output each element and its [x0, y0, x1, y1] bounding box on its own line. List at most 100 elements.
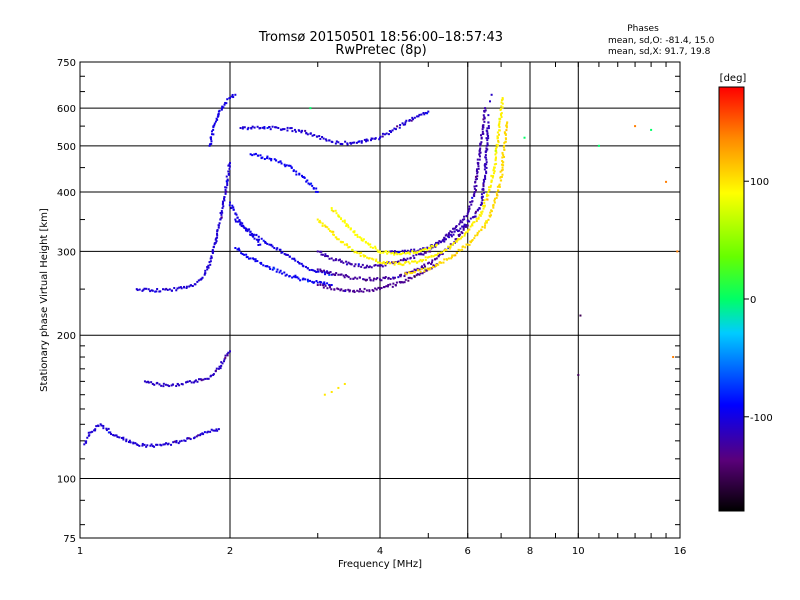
- scatter-point: [464, 225, 467, 228]
- scatter-point: [236, 248, 239, 251]
- scatter-point: [320, 253, 323, 256]
- scatter-point: [343, 382, 346, 385]
- scatter-point: [266, 157, 269, 160]
- scatter-point: [428, 261, 431, 264]
- scatter-point: [476, 168, 479, 171]
- scatter-point: [216, 115, 219, 118]
- scatter-point: [362, 238, 365, 241]
- y-axis-label: Stationary phase Virtual Height [km]: [39, 208, 50, 392]
- scatter-point: [385, 132, 388, 135]
- scatter-point: [224, 101, 227, 104]
- scatter-point: [151, 289, 154, 292]
- scatter-point: [474, 234, 477, 237]
- scatter-point: [381, 135, 384, 138]
- scatter-point: [432, 245, 435, 248]
- scatter-point: [399, 263, 402, 266]
- scatter-point: [367, 266, 370, 269]
- scatter-point: [505, 137, 508, 140]
- scatter-point: [313, 281, 316, 284]
- scatter-point: [360, 141, 363, 144]
- scatter-point: [419, 249, 422, 252]
- scatter-point: [229, 350, 231, 353]
- scatter-point: [223, 199, 226, 202]
- scatter-point: [490, 181, 493, 184]
- scatter-point: [492, 168, 495, 171]
- scatter-point: [360, 290, 363, 293]
- scatter-point: [306, 179, 309, 182]
- scatter-point: [269, 128, 272, 131]
- scatter-point: [402, 281, 405, 284]
- scatter-point: [363, 287, 366, 290]
- scatter-point: [342, 289, 345, 292]
- scatter-point: [325, 271, 328, 274]
- scatter-point: [246, 230, 249, 233]
- scatter-point: [469, 240, 472, 243]
- scatter-point: [389, 277, 392, 280]
- scatter-point: [228, 204, 231, 207]
- scatter-point: [476, 172, 479, 175]
- scatter-point: [312, 269, 315, 272]
- scatter-point: [215, 240, 218, 243]
- scatter-point: [475, 189, 478, 192]
- scatter-point: [324, 273, 327, 276]
- scatter-point: [634, 125, 637, 128]
- scatter-point: [419, 270, 422, 273]
- scatter-point: [353, 141, 356, 144]
- scatter-point: [374, 287, 377, 290]
- scatter-point: [335, 140, 338, 143]
- scatter-point: [147, 381, 150, 384]
- scatter-point: [330, 288, 333, 291]
- scatter-point: [469, 225, 472, 228]
- scatter-point: [332, 230, 335, 233]
- scatter-point: [118, 436, 121, 439]
- scatter-point: [185, 287, 188, 290]
- scatter-point: [463, 223, 466, 226]
- scatter-point: [263, 126, 266, 129]
- scatter-point: [385, 285, 388, 288]
- scatter-point: [435, 253, 438, 256]
- scatter-point: [389, 283, 392, 286]
- scatter-point: [480, 193, 483, 196]
- scatter-point: [345, 274, 348, 277]
- scatter-point: [467, 211, 470, 214]
- scatter-point: [223, 358, 226, 361]
- scatter-point: [407, 251, 410, 254]
- x-axis-label: Frequency [MHz]: [338, 559, 422, 570]
- scatter-point: [347, 224, 350, 227]
- scatter-point: [482, 187, 485, 190]
- scatter-point: [481, 130, 484, 133]
- scatter-point: [221, 362, 224, 365]
- scatter-point: [478, 207, 481, 210]
- scatter-point: [122, 436, 125, 439]
- scatter-point: [406, 257, 409, 260]
- scatter-point: [225, 175, 228, 178]
- scatter-point: [405, 259, 408, 262]
- scatter-point: [173, 287, 176, 290]
- scatter-point: [370, 137, 373, 140]
- scatter-point: [350, 263, 353, 266]
- scatter-point: [323, 281, 326, 284]
- scatter-point: [404, 252, 407, 255]
- scatter-point: [470, 203, 473, 206]
- scatter-point: [365, 140, 368, 143]
- scatter-point: [281, 251, 284, 254]
- scatter-point: [210, 255, 213, 258]
- scatter-point: [231, 93, 234, 96]
- scatter-point: [476, 234, 479, 237]
- scatter-point: [325, 255, 328, 258]
- scatter-point: [402, 263, 405, 266]
- scatter-point: [447, 233, 450, 236]
- scatter-point: [451, 243, 454, 246]
- scatter-point: [485, 163, 488, 166]
- scatter-point: [407, 276, 410, 279]
- scatter-point: [110, 433, 113, 436]
- scatter-point: [483, 168, 486, 171]
- scatter-point: [141, 442, 144, 445]
- scatter-point: [498, 185, 501, 188]
- scatter-point: [298, 173, 301, 176]
- scatter-point: [338, 215, 341, 218]
- scatter-point: [338, 258, 341, 261]
- scatter-point: [447, 245, 450, 248]
- scatter-point: [488, 188, 491, 191]
- scatter-point: [241, 127, 244, 130]
